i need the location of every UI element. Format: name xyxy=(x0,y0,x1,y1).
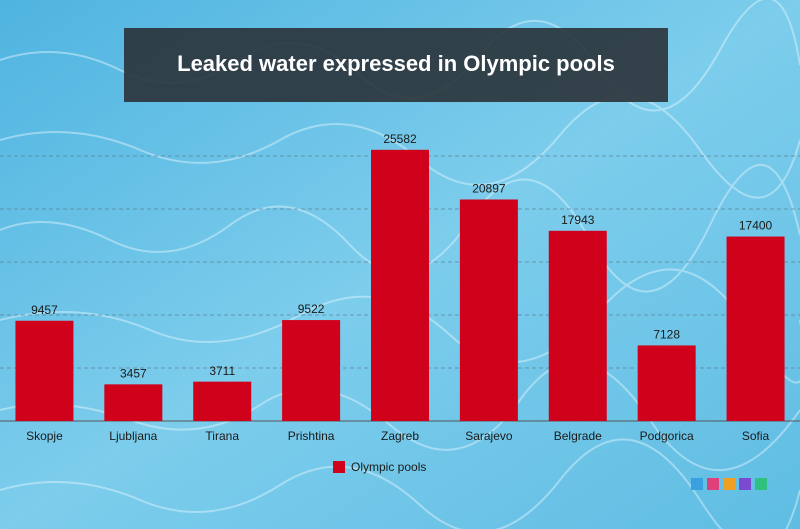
bar xyxy=(282,320,341,421)
x-tick-label: Ljubljana xyxy=(109,429,157,443)
x-tick-label: Tirana xyxy=(205,429,239,443)
data-label: 17943 xyxy=(561,213,595,227)
bar xyxy=(371,149,429,421)
bar xyxy=(15,320,74,421)
data-label: 3711 xyxy=(209,364,235,378)
data-label: 9522 xyxy=(298,302,325,316)
logo xyxy=(691,478,767,490)
bar xyxy=(193,381,252,421)
x-tick-label: Belgrade xyxy=(554,429,602,443)
bar xyxy=(104,384,163,421)
data-label: 9457 xyxy=(31,303,58,317)
bar xyxy=(637,345,696,421)
data-label: 20897 xyxy=(472,182,506,196)
chart-title: Leaked water expressed in Olympic pools xyxy=(177,51,615,76)
bar xyxy=(726,236,785,421)
x-tick-label: Zagreb xyxy=(381,429,419,443)
bar xyxy=(548,230,607,421)
data-label: 25582 xyxy=(383,132,417,146)
title-box xyxy=(124,28,668,102)
x-tick-label: Sarajevo xyxy=(465,429,513,443)
x-tick-label: Skopje xyxy=(26,429,63,443)
x-tick-label: Sofia xyxy=(742,429,770,443)
x-tick-label: Podgorica xyxy=(640,429,694,443)
bar xyxy=(459,199,518,421)
legend-label: Olympic pools xyxy=(351,460,426,474)
data-label: 7128 xyxy=(653,328,680,342)
x-tick-label: Prishtina xyxy=(288,429,335,443)
data-label: 17400 xyxy=(739,219,773,233)
data-label: 3457 xyxy=(120,367,147,381)
legend-swatch xyxy=(333,461,345,473)
